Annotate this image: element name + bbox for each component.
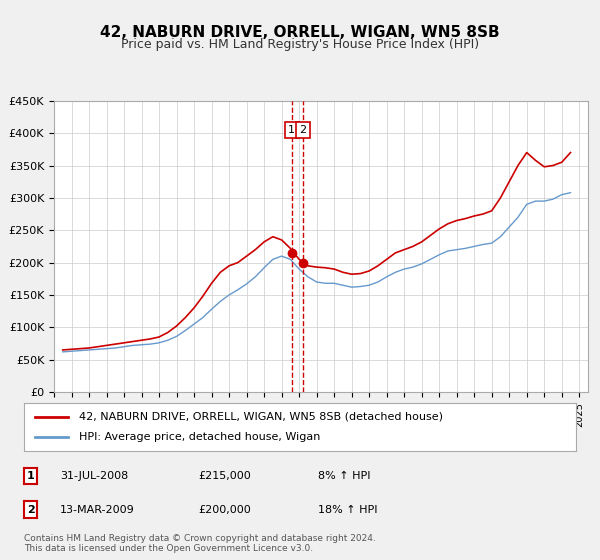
Text: 1: 1 xyxy=(288,125,295,135)
Text: 13-MAR-2009: 13-MAR-2009 xyxy=(60,505,135,515)
Text: Contains HM Land Registry data © Crown copyright and database right 2024.
This d: Contains HM Land Registry data © Crown c… xyxy=(24,534,376,553)
Text: 31-JUL-2008: 31-JUL-2008 xyxy=(60,471,128,481)
Text: £215,000: £215,000 xyxy=(198,471,251,481)
Text: £200,000: £200,000 xyxy=(198,505,251,515)
Text: HPI: Average price, detached house, Wigan: HPI: Average price, detached house, Wiga… xyxy=(79,432,320,442)
Text: 2: 2 xyxy=(27,505,34,515)
Text: 42, NABURN DRIVE, ORRELL, WIGAN, WN5 8SB (detached house): 42, NABURN DRIVE, ORRELL, WIGAN, WN5 8SB… xyxy=(79,412,443,422)
Text: 42, NABURN DRIVE, ORRELL, WIGAN, WN5 8SB: 42, NABURN DRIVE, ORRELL, WIGAN, WN5 8SB xyxy=(100,25,500,40)
Text: 2: 2 xyxy=(299,125,307,135)
Text: Price paid vs. HM Land Registry's House Price Index (HPI): Price paid vs. HM Land Registry's House … xyxy=(121,38,479,51)
Text: 18% ↑ HPI: 18% ↑ HPI xyxy=(318,505,377,515)
Text: 1: 1 xyxy=(27,471,34,481)
Text: 8% ↑ HPI: 8% ↑ HPI xyxy=(318,471,371,481)
